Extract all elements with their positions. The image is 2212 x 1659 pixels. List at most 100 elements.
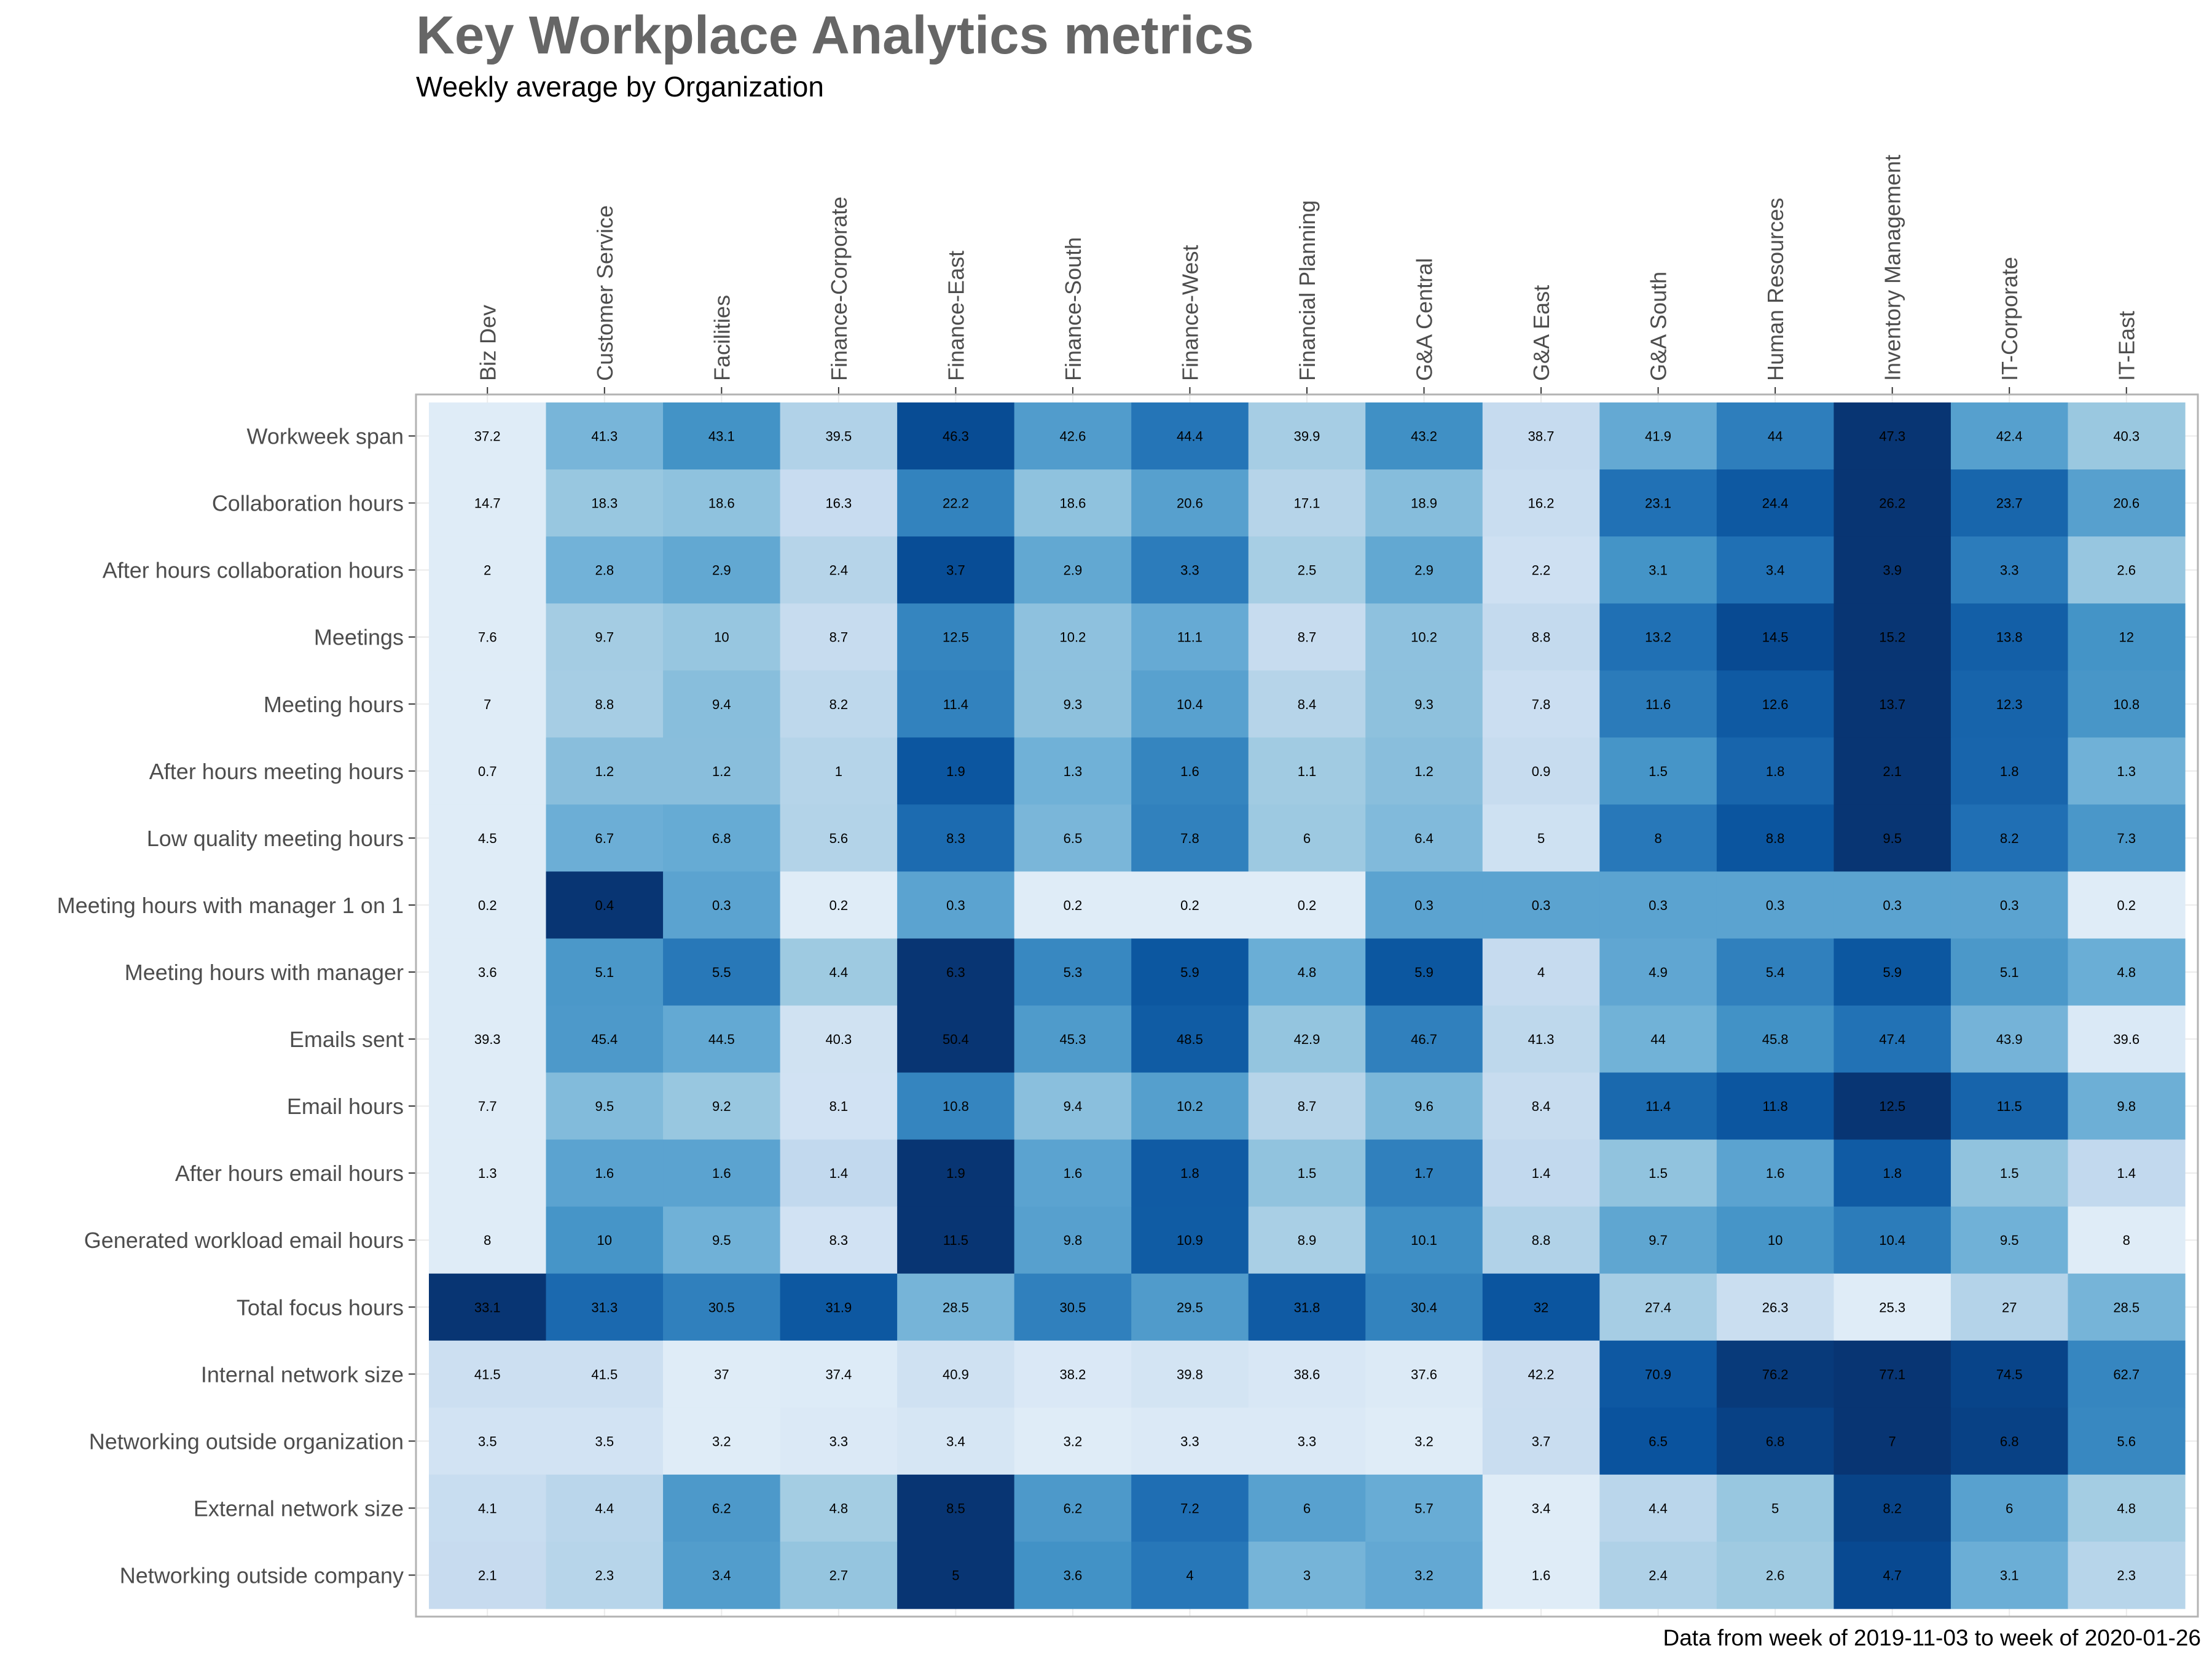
heatmap-cell [780, 938, 898, 1006]
heatmap-cell [897, 603, 1015, 671]
cell-value-label: 43.1 [708, 429, 735, 444]
cell-value-label: 9.2 [712, 1099, 731, 1114]
cell-value-label: 8.3 [830, 1233, 849, 1248]
heatmap-cell [1248, 1139, 1366, 1207]
heatmap-cell [2068, 871, 2186, 939]
heatmap-cell [2068, 1541, 2186, 1609]
cell-value-label: 70.9 [1645, 1367, 1671, 1382]
heatmap-cell [1950, 1005, 2069, 1073]
cell-value-label: 17.1 [1294, 496, 1320, 511]
heatmap-cell [1834, 670, 1951, 738]
cell-value-label: 25.3 [1879, 1300, 1905, 1315]
heatmap-cell [663, 603, 781, 671]
cell-value-label: 1.6 [1180, 764, 1199, 779]
heatmap-cell [1248, 871, 1366, 939]
heatmap-cell [1365, 1273, 1483, 1341]
heatmap-cell [780, 469, 898, 537]
heatmap-cell [1716, 402, 1834, 470]
cell-value-label: 0.7 [478, 764, 497, 779]
cell-value-label: 22.2 [943, 496, 969, 511]
heatmap-cell [2068, 1139, 2186, 1207]
heatmap-cell [546, 871, 664, 939]
heatmap-cell [897, 804, 1015, 872]
cell-value-label: 1.3 [1064, 764, 1083, 779]
cell-value-label: 5.6 [2117, 1433, 2136, 1449]
cell-value-label: 50.4 [943, 1032, 969, 1047]
heatmap-cell [1365, 469, 1483, 537]
heatmap-cell [2068, 804, 2186, 872]
heatmap-cell [546, 938, 664, 1006]
cell-value-label: 2.4 [830, 563, 849, 578]
cell-value-label: 10.4 [1177, 697, 1203, 712]
cell-value-label: 8.7 [830, 630, 849, 645]
heatmap-cell [780, 1139, 898, 1207]
cell-value-label: 46.3 [943, 429, 969, 444]
heatmap-cell [780, 1407, 898, 1475]
cell-value-label: 3.3 [1180, 1433, 1199, 1449]
column-label: Biz Dev [475, 305, 500, 381]
heatmap-cell [1834, 938, 1951, 1006]
cell-value-label: 10 [597, 1233, 612, 1248]
cell-value-label: 1.4 [1532, 1166, 1551, 1181]
cell-value-label: 9.5 [2000, 1233, 2019, 1248]
heatmap-cell [546, 1273, 664, 1341]
heatmap-cell [546, 469, 664, 537]
cell-value-label: 4.8 [2117, 965, 2136, 980]
cell-value-label: 4.8 [2117, 1500, 2136, 1516]
cell-value-label: 1.6 [712, 1166, 731, 1181]
heatmap-cell [663, 1541, 781, 1609]
cell-value-label: 32 [1534, 1300, 1548, 1315]
cell-value-label: 8.2 [830, 697, 849, 712]
cell-value-label: 29.5 [1177, 1300, 1203, 1315]
cell-value-label: 5 [952, 1567, 959, 1583]
cell-value-label: 11.4 [943, 697, 968, 712]
heatmap-cell [429, 737, 547, 805]
heatmap-cell [1599, 804, 1717, 872]
heatmap-cell [897, 1072, 1015, 1140]
cell-value-label: 38.6 [1294, 1367, 1320, 1382]
heatmap-cell [1131, 1206, 1249, 1274]
cell-value-label: 8 [484, 1233, 491, 1248]
cell-value-label: 0.3 [1883, 898, 1902, 913]
row-label: Meeting hours [264, 692, 404, 717]
heatmap-cell [1599, 871, 1717, 939]
cell-value-label: 1.9 [946, 764, 965, 779]
cell-value-label: 0.3 [1532, 898, 1551, 913]
heatmap-cell [429, 938, 547, 1006]
heatmap-cell [429, 402, 547, 470]
heatmap-cell [1716, 1139, 1834, 1207]
heatmap-cell [1599, 1273, 1717, 1341]
heatmap-cell [1716, 469, 1834, 537]
heatmap-cell [1482, 1206, 1600, 1274]
cell-value-label: 5.5 [712, 965, 731, 980]
heatmap-cell [780, 402, 898, 470]
heatmap-cell [1950, 737, 2069, 805]
cell-value-label: 6.8 [2000, 1433, 2019, 1449]
cell-value-label: 10.1 [1411, 1233, 1437, 1248]
cell-value-label: 10.9 [1177, 1233, 1203, 1248]
column-label: IT-Corporate [1997, 257, 2022, 381]
heatmap-cell [1131, 1139, 1249, 1207]
heatmap-cell [1365, 1072, 1483, 1140]
heatmap-cell [1365, 670, 1483, 738]
heatmap-cell [663, 871, 781, 939]
heatmap-cell [1482, 469, 1600, 537]
cell-value-label: 11.6 [1645, 697, 1671, 712]
cell-value-label: 1.2 [595, 764, 614, 779]
column-label: Finance-South [1061, 237, 1086, 381]
cell-value-label: 10.2 [1177, 1099, 1203, 1114]
heatmap-cell [897, 1407, 1015, 1475]
row-label: Meeting hours with manager 1 on 1 [57, 893, 404, 918]
cell-value-label: 6.8 [1766, 1433, 1785, 1449]
cell-value-label: 10 [1768, 1233, 1783, 1248]
heatmap-cell [2068, 1407, 2186, 1475]
heatmap-cell [1014, 1005, 1132, 1073]
heatmap-cell [1716, 938, 1834, 1006]
cell-value-label: 18.3 [591, 496, 618, 511]
cell-value-label: 0.3 [712, 898, 731, 913]
cell-value-label: 6.3 [946, 965, 965, 980]
heatmap-cell [1950, 1340, 2069, 1408]
cell-value-label: 8.4 [1532, 1099, 1551, 1114]
heatmap-cell [1131, 469, 1249, 537]
cell-value-label: 9.5 [1883, 831, 1902, 846]
